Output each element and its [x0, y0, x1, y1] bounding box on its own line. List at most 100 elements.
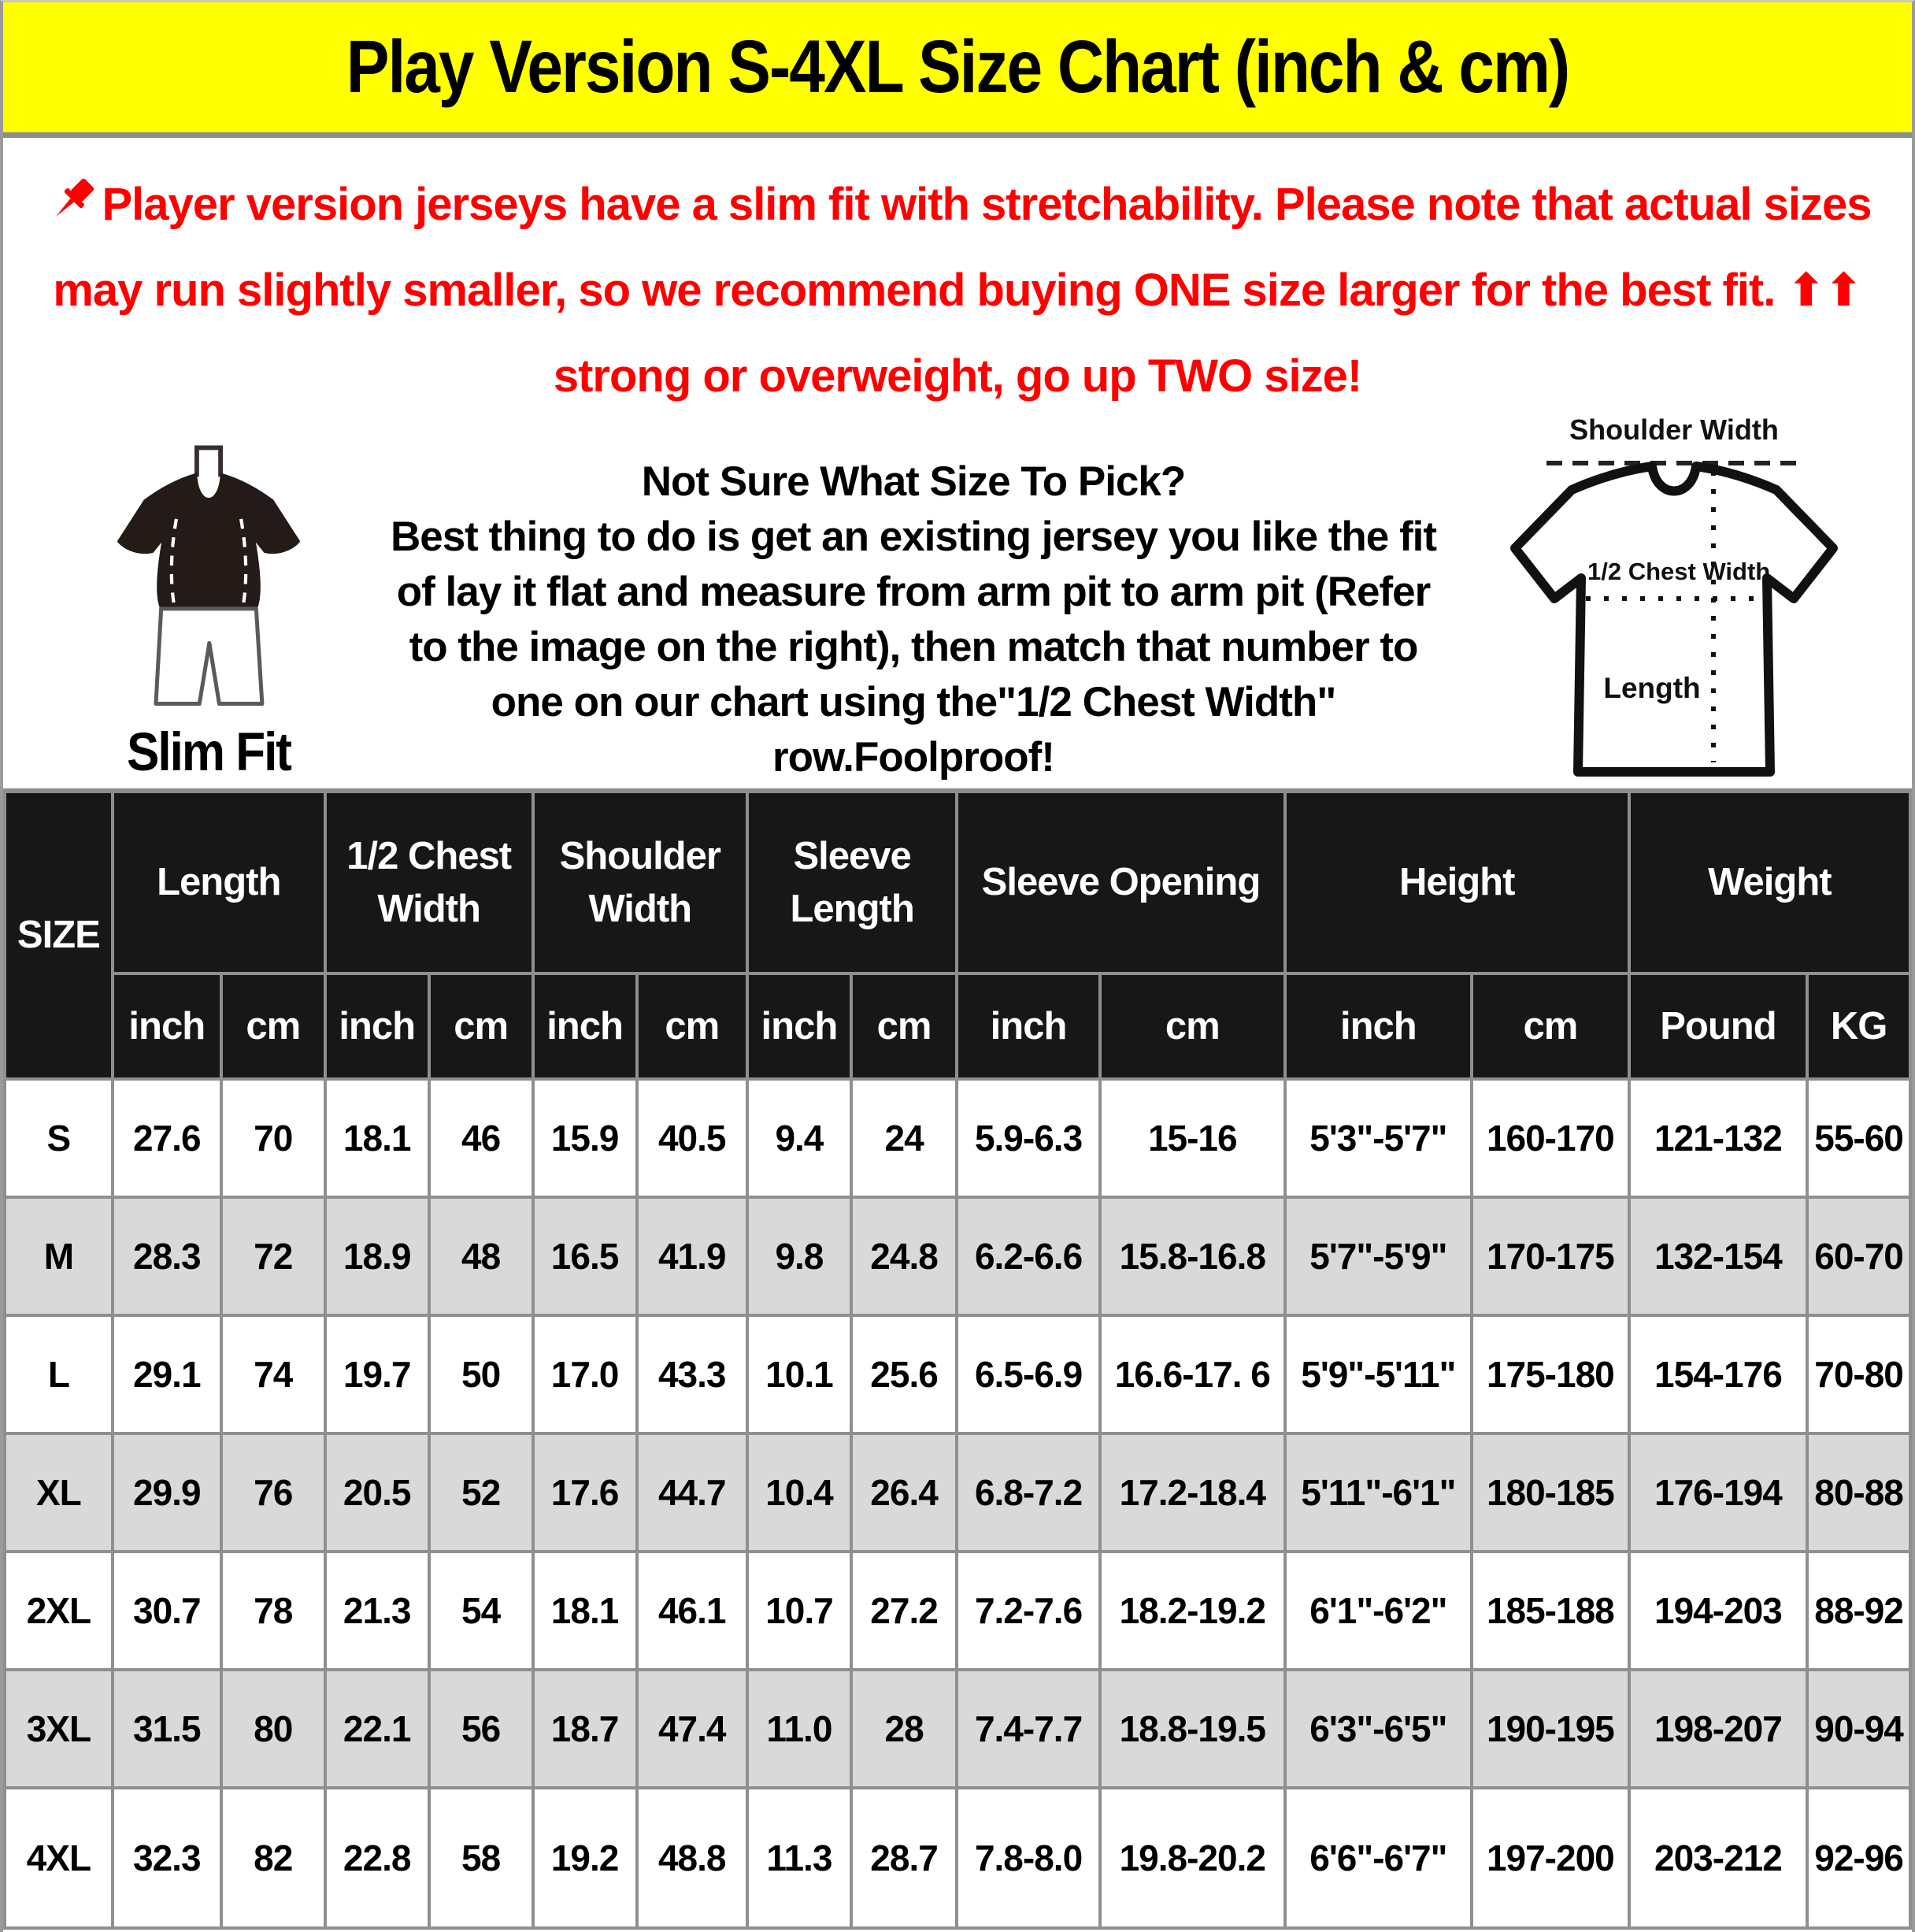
info-row: Slim Fit Not Sure What Size To Pick? Bes… — [3, 413, 1912, 788]
data-cell: 18.1 — [531, 1550, 639, 1671]
size-cell: S — [3, 1077, 114, 1199]
data-cell: 17.6 — [531, 1432, 639, 1553]
size-cell: M — [3, 1196, 114, 1317]
header-unit-cell: cm — [219, 972, 327, 1081]
pushpin-icon — [43, 171, 100, 228]
data-cell: 46 — [427, 1077, 535, 1199]
data-cell: 88-92 — [1806, 1550, 1912, 1671]
size-cell: 4XL — [3, 1786, 114, 1930]
slim-fit-illustration — [117, 445, 301, 706]
header-group-cell: Sleeve Opening — [955, 789, 1287, 975]
data-cell: 58 — [427, 1786, 535, 1930]
data-cell: 24 — [849, 1077, 959, 1199]
data-cell: 121-132 — [1627, 1077, 1809, 1199]
size-help: Not Sure What Size To Pick? Best thing t… — [373, 441, 1454, 785]
data-cell: 82 — [219, 1786, 327, 1930]
data-cell: 7.8-8.0 — [955, 1786, 1102, 1930]
size-table: SIZE Length 1/2 Chest Width Shoulder Width S… — [3, 788, 1912, 1930]
data-cell: 16.5 — [531, 1196, 639, 1317]
data-cell: 6.5-6.9 — [955, 1314, 1102, 1435]
data-cell: 46.1 — [635, 1550, 749, 1671]
data-cell: 170-175 — [1469, 1196, 1631, 1317]
data-cell: 28 — [849, 1668, 959, 1789]
data-cell: 15-16 — [1098, 1077, 1287, 1199]
data-cell: 44.7 — [635, 1432, 749, 1553]
size-cell: XL — [3, 1432, 114, 1553]
data-cell: 40.5 — [635, 1077, 749, 1199]
content-area: Player version jerseys have a slim fit w… — [3, 138, 1912, 788]
data-cell: 5'11"-6'1" — [1283, 1432, 1473, 1553]
data-cell: 15.8-16.8 — [1098, 1196, 1287, 1317]
data-cell: 90-94 — [1806, 1668, 1912, 1789]
data-cell: 28.7 — [849, 1786, 959, 1930]
data-cell: 190-195 — [1469, 1668, 1631, 1789]
header-unit-cell: inch — [323, 972, 431, 1081]
slim-fit-figure: Slim Fit — [3, 441, 373, 783]
data-cell: 70-80 — [1806, 1314, 1912, 1435]
size-cell: L — [3, 1314, 114, 1435]
data-cell: 18.7 — [531, 1668, 639, 1789]
data-cell: 19.7 — [323, 1314, 431, 1435]
header-group-cell: Sleeve Length — [745, 789, 959, 975]
data-cell: 194-203 — [1627, 1550, 1809, 1671]
data-cell: 18.8-19.5 — [1098, 1668, 1287, 1789]
data-cell: 70 — [219, 1077, 327, 1199]
data-cell: 55-60 — [1806, 1077, 1912, 1199]
data-cell: 19.2 — [531, 1786, 639, 1930]
size-cell: 3XL — [3, 1668, 114, 1789]
data-cell: 10.4 — [745, 1432, 853, 1553]
header-unit-cell: cm — [849, 972, 959, 1081]
data-cell: 15.9 — [531, 1077, 639, 1199]
header-unit-cell: KG — [1806, 972, 1912, 1081]
data-cell: 74 — [219, 1314, 327, 1435]
data-cell: 19.8-20.2 — [1098, 1786, 1287, 1930]
table-row: XL 29.9 76 20.5 52 17.6 44.7 10.4 26.4 6.8-7.2 17.… — [3, 1432, 1912, 1553]
data-cell: 197-200 — [1469, 1786, 1631, 1930]
data-cell: 9.8 — [745, 1196, 853, 1317]
data-cell: 80-88 — [1806, 1432, 1912, 1553]
size-help-heading: Not Sure What Size To Pick? — [641, 458, 1187, 506]
data-cell: 154-176 — [1627, 1314, 1809, 1435]
size-cell: 2XL — [3, 1550, 114, 1671]
table-row: M 28.3 72 18.9 48 16.5 41.9 9.8 24.8 6.2-6.6 15.8-… — [3, 1196, 1912, 1317]
data-cell: 26.4 — [849, 1432, 959, 1553]
data-cell: 185-188 — [1469, 1550, 1631, 1671]
header-unit-cell: Pound — [1627, 972, 1809, 1081]
data-cell: 78 — [219, 1550, 327, 1671]
header-unit-cell: inch — [110, 972, 223, 1081]
tshirt-diagram: Shoulder Width 1/2 Chest Width Length — [1454, 408, 1912, 788]
header-group-cell: Weight — [1627, 789, 1912, 975]
data-cell: 47.4 — [635, 1668, 749, 1789]
table-row: S 27.6 70 18.1 46 15.9 40.5 9.4 24 5.9-6.3 15-16 5'… — [3, 1077, 1912, 1199]
header-unit-cell: inch — [1283, 972, 1473, 1081]
shoulder-width-label: Shoulder Width — [1569, 413, 1779, 446]
data-cell: 30.7 — [110, 1550, 223, 1671]
data-cell: 56 — [427, 1668, 535, 1789]
data-cell: 92-96 — [1806, 1786, 1912, 1930]
data-cell: 27.6 — [110, 1077, 223, 1199]
data-cell: 18.2-19.2 — [1098, 1550, 1287, 1671]
data-cell: 11.3 — [745, 1786, 853, 1930]
data-cell: 18.9 — [323, 1196, 431, 1317]
data-cell: 198-207 — [1627, 1668, 1809, 1789]
data-cell: 24.8 — [849, 1196, 959, 1317]
header-size-cell: SIZE — [3, 789, 114, 1081]
page-title: Play Version S-4XL Size Chart (inch & cm… — [346, 25, 1570, 109]
header-unit-cell: inch — [531, 972, 639, 1081]
table-group-header-row: SIZE Length 1/2 Chest Width Shoulder Width S… — [3, 789, 1912, 1081]
data-cell: 132-154 — [1627, 1196, 1809, 1317]
slim-fit-label: Slim Fit — [127, 722, 292, 783]
header-group-cell: 1/2 Chest Width — [323, 789, 535, 975]
header-unit-cell: cm — [1098, 972, 1287, 1081]
data-cell: 6'6"-6'7" — [1283, 1786, 1473, 1930]
data-cell: 21.3 — [323, 1550, 431, 1671]
data-cell: 52 — [427, 1432, 535, 1553]
header-group-cell: Height — [1283, 789, 1631, 975]
data-cell: 6.8-7.2 — [955, 1432, 1102, 1553]
data-cell: 17.0 — [531, 1314, 639, 1435]
data-cell: 175-180 — [1469, 1314, 1631, 1435]
data-cell: 31.5 — [110, 1668, 223, 1789]
table-row: 2XL 30.7 78 21.3 54 18.1 46.1 10.7 27.2 7.2-7.6 18… — [3, 1550, 1912, 1671]
tshirt-diagram-illustration: Shoulder Width 1/2 Chest Width Length — [1510, 413, 1838, 777]
